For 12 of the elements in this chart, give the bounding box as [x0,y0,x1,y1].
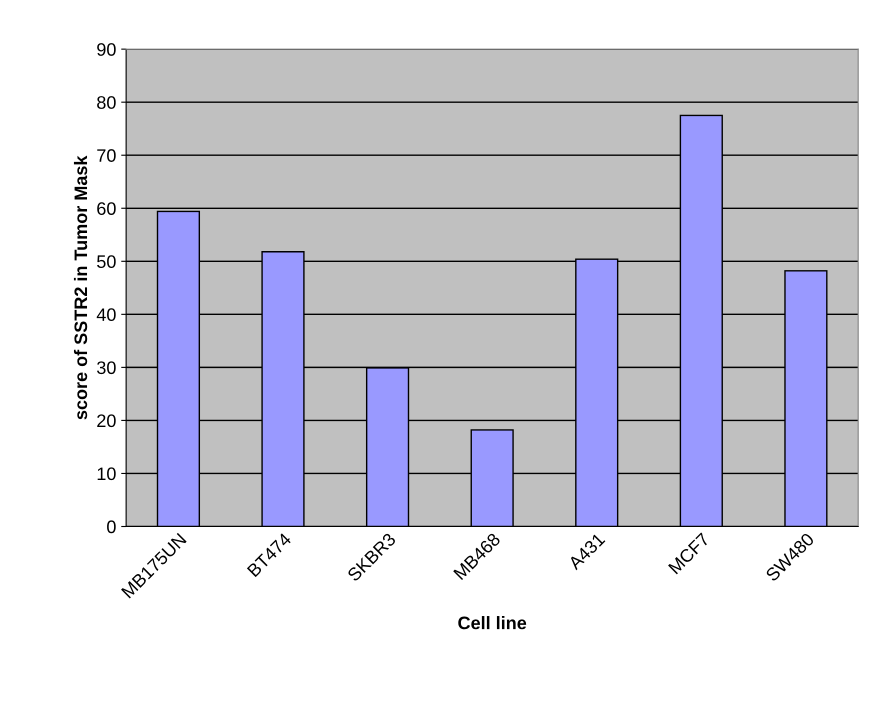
y-tick-label: 30 [97,361,116,374]
x-axis-title: Cell line [458,616,526,630]
y-tick-label: 20 [97,414,116,428]
y-tick-label: 80 [97,96,116,109]
y-tick-label: 40 [96,308,116,322]
y-tick-label: 90 [97,43,116,56]
y-tick-label: 60 [97,202,116,215]
y-tick-label: 50 [97,255,116,268]
y-tick-label: 10 [98,467,116,480]
y-tick-label: 0 [107,520,116,534]
y-tick-label: 70 [97,149,116,162]
y-axis-title: score of SSTR2 in Tumor Mask [74,156,88,420]
